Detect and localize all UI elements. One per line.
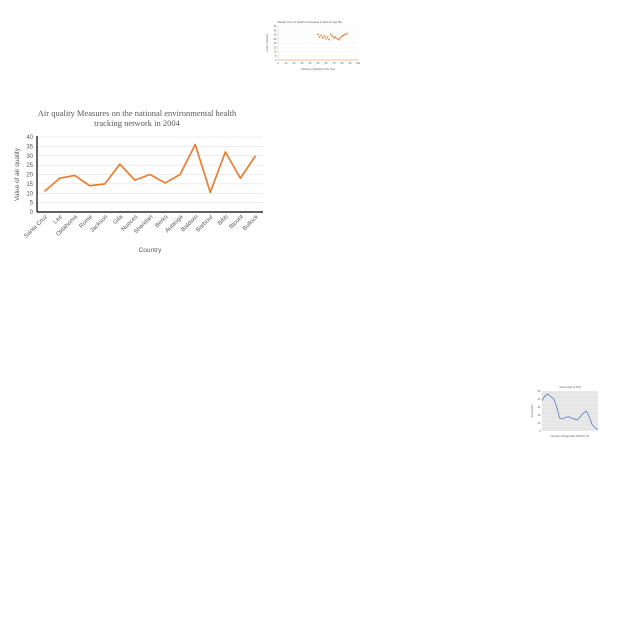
y-tick-label: 35	[26, 144, 33, 150]
x-tick-label: Santa Cruz	[23, 214, 48, 239]
scatter-point	[342, 34, 345, 37]
chart-title-line: Air quality Measures on the national env…	[38, 108, 237, 118]
x-tick-label: Gila	[112, 214, 124, 226]
y-tick-label: 0	[30, 210, 34, 216]
scatter-x-tick-label: 40	[309, 61, 312, 65]
scatter-y-tick-label: 15	[274, 45, 277, 49]
y-tick-label: 10	[26, 191, 33, 197]
x-tick-label: Lee	[53, 214, 65, 226]
chart-title-line: tracking network in 2004	[94, 118, 180, 128]
air-quality-line-chart: Air quality Measures on the national env…	[0, 100, 280, 265]
scatter-x-tick-label: 90	[349, 61, 352, 65]
scatter-x-tick-label: 50	[317, 61, 320, 65]
scatter-point	[336, 37, 339, 40]
air-quality-series-line	[43, 143, 257, 194]
scatter-y-tick-label: 5	[275, 54, 277, 58]
scatter-x-tick-label: 10	[285, 61, 288, 65]
scatter-point	[334, 36, 337, 38]
y-tick-label: 5	[30, 201, 34, 207]
y-tick-label: 20	[26, 173, 33, 179]
scatter-y-tick-label: 35	[274, 28, 277, 32]
stock-title: Stock price of TSS	[559, 385, 581, 389]
stock-y-tick-label: 10	[538, 421, 541, 425]
y-tick-label: 15	[26, 182, 33, 188]
stock-x-axis-label: Number of Days after 2020-07-01	[551, 434, 590, 438]
scatter-y-tick-label: 40	[274, 24, 277, 28]
weekly-deaths-chart-svg: Weekly count of Deaths to Diseases in 20…	[265, 20, 361, 71]
scatter-y-tick-label: 0	[275, 58, 277, 62]
scatter-point	[345, 32, 348, 35]
x-tick-label: Bibb	[217, 214, 230, 227]
stock-y-tick-label: 0	[539, 429, 541, 433]
x-axis-label: Country	[139, 247, 163, 254]
scatter-point	[344, 33, 347, 36]
scatter-point	[321, 37, 324, 39]
y-tick-label: 30	[26, 154, 33, 160]
scatter-y-tick-label: 20	[274, 41, 277, 45]
stock-y-tick-label: 20	[538, 413, 541, 417]
scatter-x-tick-label: 60	[325, 61, 328, 65]
scatter-x-tick-label: 30	[301, 61, 304, 65]
scatter-y-axis-label: Count of deaths	[265, 33, 269, 52]
stock-y-axis-label: Stock price	[530, 404, 534, 417]
scatter-point	[331, 35, 334, 38]
scatter-point	[318, 36, 321, 38]
y-axis-label: Value of air quality	[14, 147, 21, 201]
scatter-x-tick-label: 70	[333, 61, 336, 65]
scatter-y-tick-label: 25	[274, 37, 277, 41]
stock-y-tick-label: 50	[538, 389, 541, 393]
scatter-y-tick-label: 10	[274, 50, 277, 54]
scatter-point	[317, 33, 319, 36]
scatter-point	[329, 33, 332, 36]
scatter-point	[339, 37, 342, 39]
scatter-point	[333, 37, 335, 39]
stock-y-tick-label: 30	[538, 405, 541, 409]
scatter-title: Weekly count of Deaths to Diseases in 20…	[278, 20, 343, 24]
scatter-point	[341, 35, 343, 38]
scatter-x-axis-label: Number of Deaths in the Year	[301, 67, 335, 71]
scatter-point	[328, 38, 331, 41]
scatter-point	[326, 36, 329, 38]
y-tick-label: 40	[26, 135, 33, 141]
scatter-point	[337, 38, 340, 41]
scatter-y-tick-label: 30	[274, 33, 277, 37]
stock-price-chart-svg: Stock price of TSS 0 10 20 30 40 50 Number of D…	[530, 385, 599, 438]
stock-price-line-chart: Stock price of TSS 0 10 20 30 40 50 Number of D…	[528, 382, 604, 440]
scatter-x-tick-label: 0	[277, 61, 279, 65]
scatter-x-tick-label: 20	[293, 61, 296, 65]
weekly-deaths-scatter-chart: Weekly count of Deaths to Diseases in 20…	[262, 18, 362, 73]
scatter-point	[323, 35, 326, 38]
scatter-x-tick-label: 80	[341, 61, 344, 65]
scatter-x-tick-label: 100	[356, 61, 361, 65]
scatter-point	[325, 37, 327, 40]
x-tick-label: Bullock	[242, 213, 261, 232]
y-tick-label: 25	[26, 163, 33, 169]
stock-y-tick-label: 40	[538, 397, 541, 401]
scatter-point	[320, 34, 323, 37]
stock-series-line	[541, 393, 599, 430]
air-quality-chart-svg: Air quality Measures on the national env…	[14, 108, 263, 254]
